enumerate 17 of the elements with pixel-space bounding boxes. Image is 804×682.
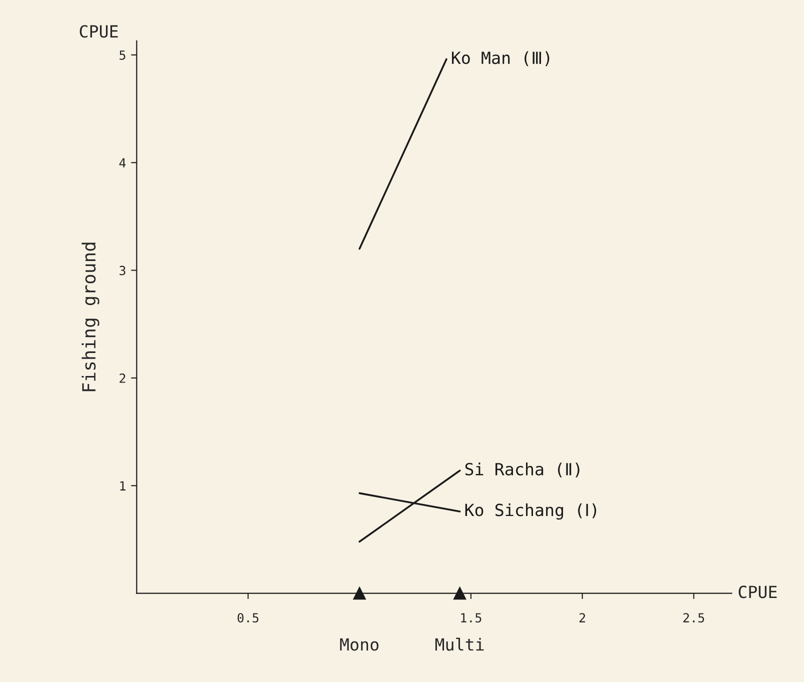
text: Mono	[340, 638, 378, 651]
x-tick-label: 2	[580, 613, 586, 622]
text: CPUE	[80, 25, 118, 38]
x-axis-title: CPUE	[738, 586, 777, 598]
series-label: Ko Man (Ⅲ)	[452, 51, 550, 66]
x-tick-label: 1.5	[461, 613, 482, 623]
x-tick-label: 0.5	[238, 613, 258, 623]
series-label: Ko Sichang (Ⅰ)	[465, 503, 596, 520]
text: Multi	[435, 638, 484, 651]
y-tick-label: 1	[120, 481, 126, 490]
y-axis-title: Fishing ground	[82, 242, 100, 392]
y-tick-label: 4	[119, 158, 126, 168]
y-tick-label: 5	[120, 50, 126, 60]
x-tick-label: 2.5	[683, 613, 704, 623]
series-label: Si Racha (Ⅱ)	[465, 462, 580, 478]
y-tick-label: 3	[120, 266, 126, 276]
y-tick-label: 2	[120, 373, 126, 383]
